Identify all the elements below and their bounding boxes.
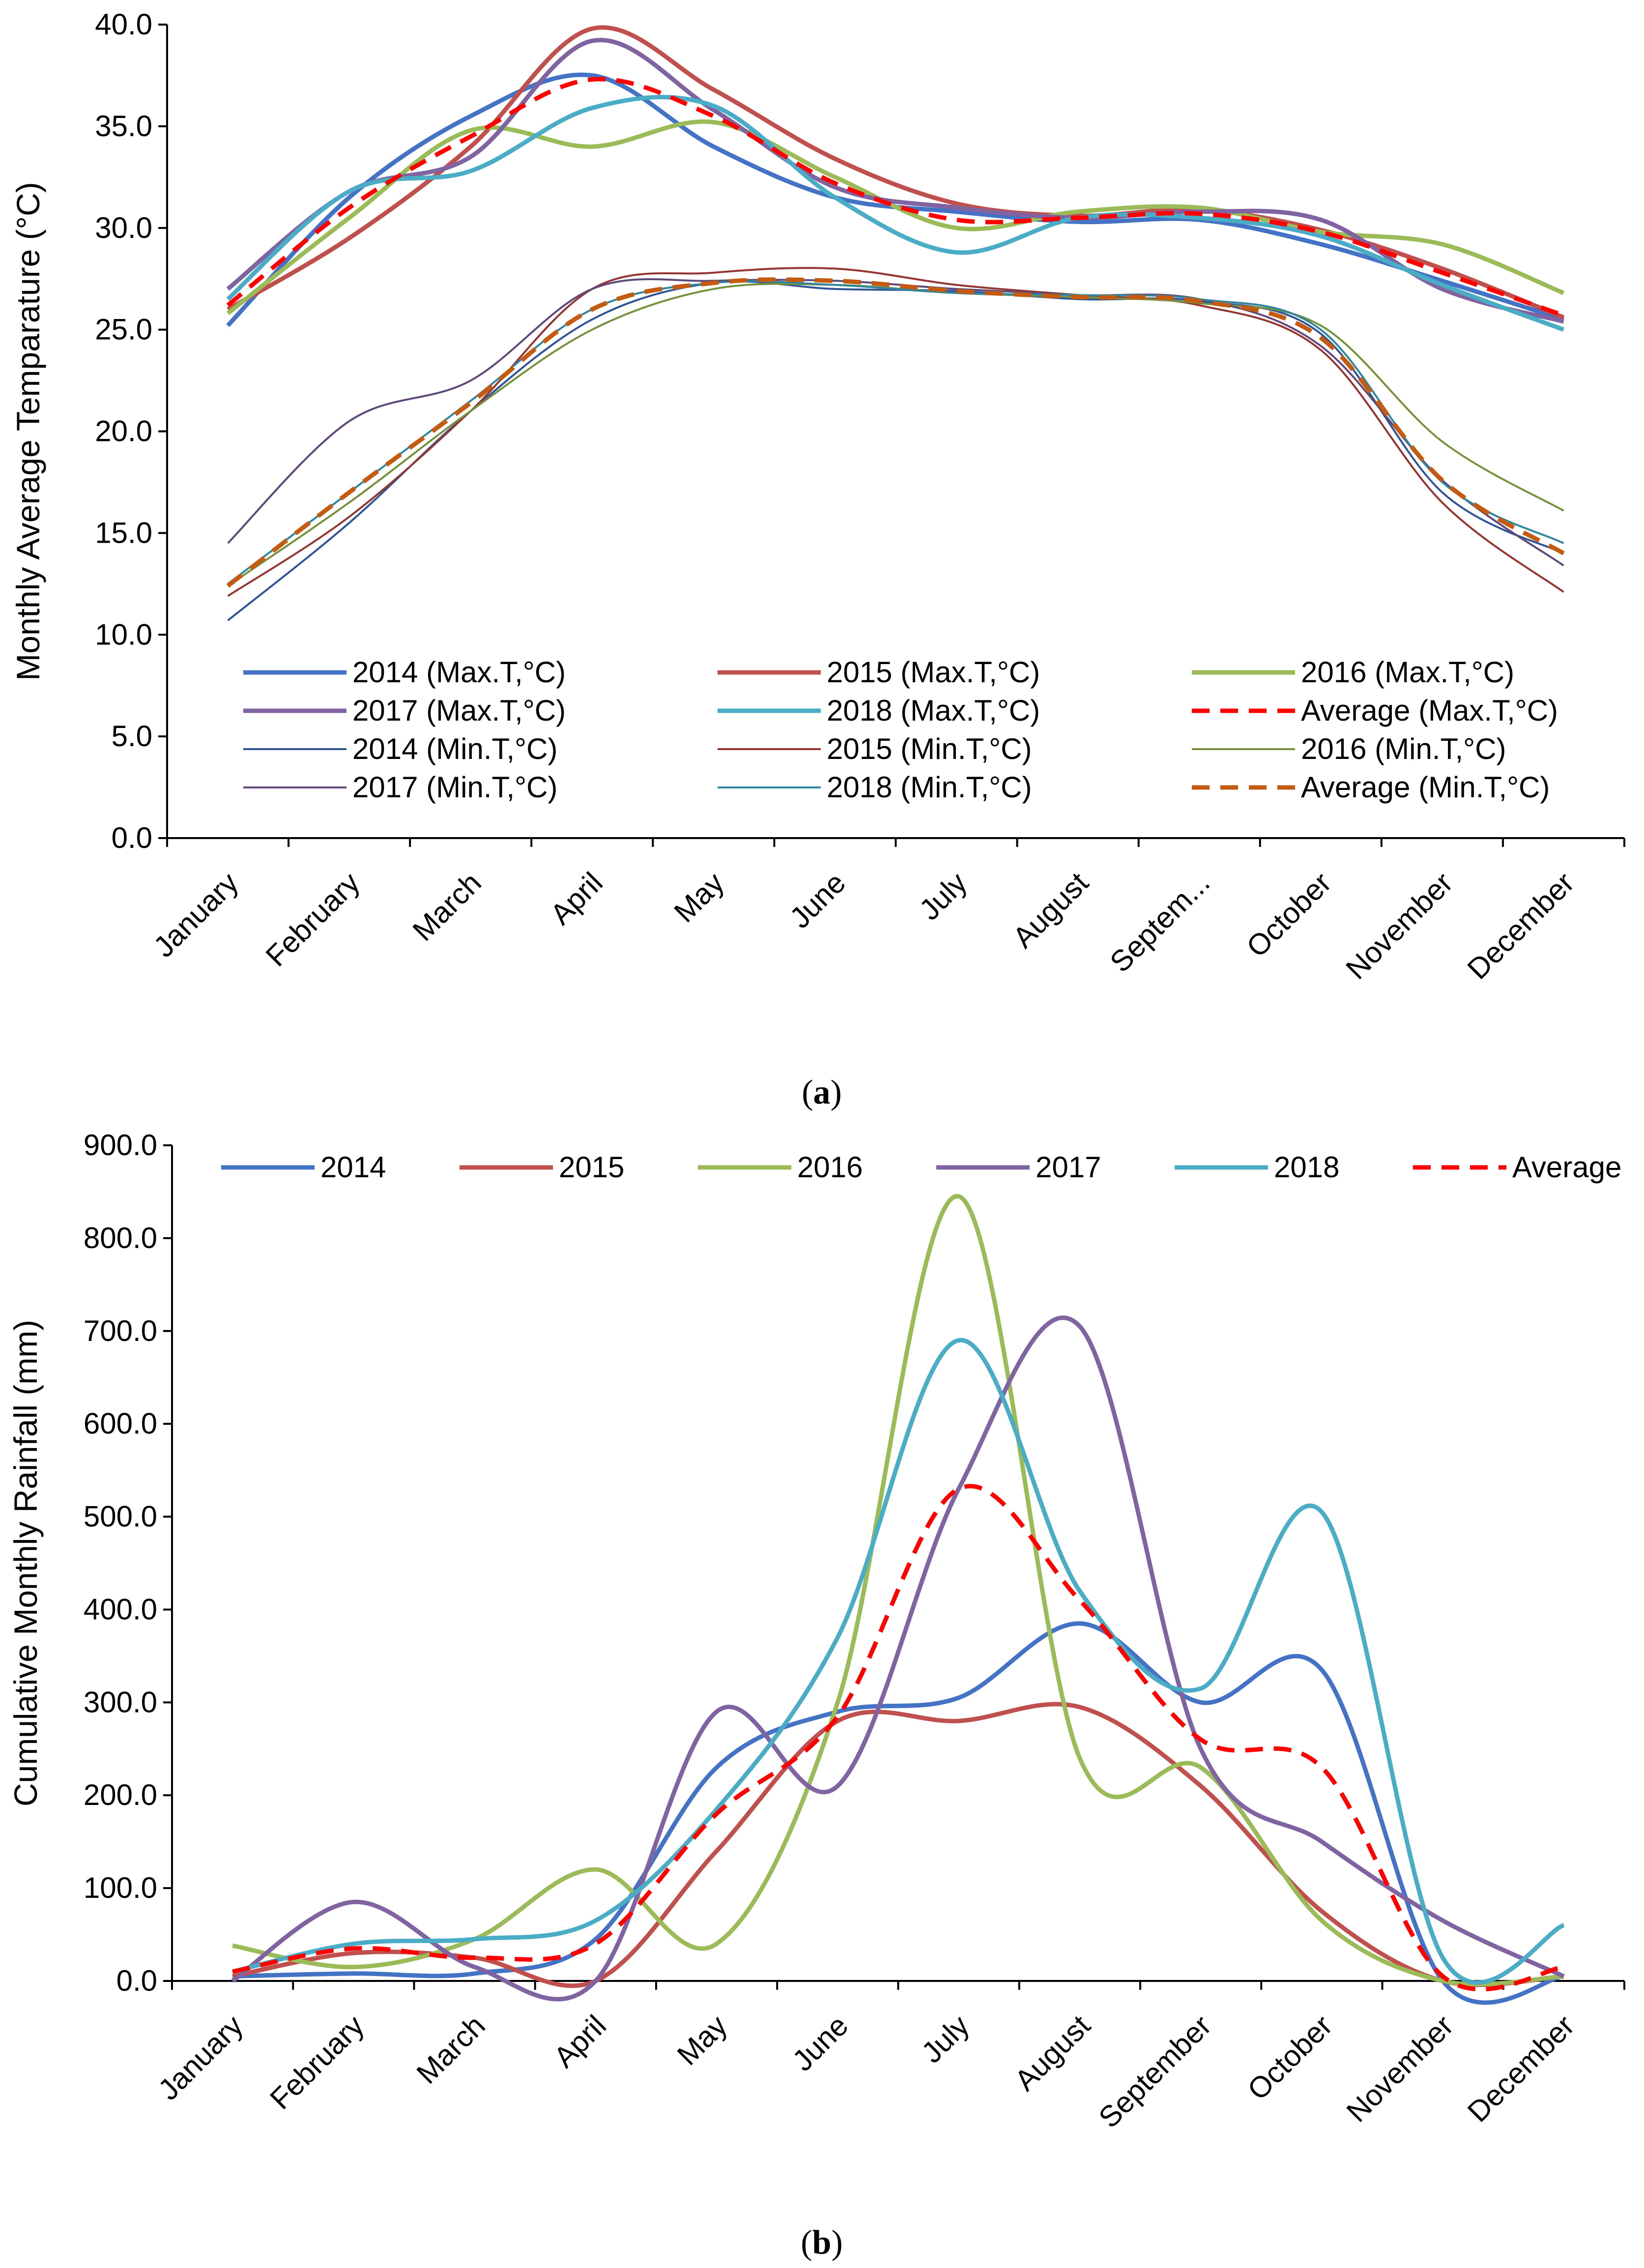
x-tick-label: April	[544, 866, 609, 931]
legend-label: Average (Max.T,°C)	[1301, 694, 1558, 727]
chart-rainfall: 0.0 100.0 200.0 300.0 400.0 500.0 600.0 700.0 80…	[7, 1129, 1625, 2134]
x-tick-label: Septem...	[1103, 866, 1216, 979]
series-line-2	[232, 1194, 1564, 1987]
x-tick-label: March	[406, 866, 488, 947]
y-tick-label: 400.0	[84, 1593, 157, 1626]
legend-label: Average (Min.T,°C)	[1301, 771, 1550, 804]
x-tick-label: January	[147, 866, 244, 963]
y-tick-label: 100.0	[84, 1871, 157, 1904]
x-tick-label: December	[1461, 866, 1581, 986]
series-line-11	[226, 277, 1565, 588]
y-tick-label: 800.0	[84, 1221, 157, 1254]
y-axis-title: Cumulative Monthly Rainfall (mm)	[7, 1320, 44, 1806]
y-tick-label: 15.0	[95, 516, 152, 549]
x-tick-label: November	[1340, 2009, 1460, 2128]
legend-label: 2016 (Min.T,°C)	[1301, 732, 1506, 765]
legend-label: 2016	[797, 1151, 863, 1184]
legend-label: 2014 (Max.T,°C)	[352, 656, 566, 689]
y-tick-label: 500.0	[84, 1500, 157, 1533]
legend-label: 2015	[559, 1151, 624, 1184]
legend-label: 2016 (Max.T,°C)	[1301, 656, 1514, 689]
x-tick-label: October	[1240, 866, 1337, 963]
series-line-3	[226, 38, 1564, 324]
legend-label: 2018 (Max.T,°C)	[827, 694, 1040, 727]
caption-b: (b)	[801, 2224, 843, 2262]
x-tick-label: July	[915, 2009, 976, 2069]
x-tick-label: August	[1007, 866, 1095, 955]
series-line-4	[232, 1338, 1565, 1985]
y-tick-label: 10.0	[95, 618, 152, 651]
x-tick-label: January	[152, 2009, 249, 2106]
x-tick-label: December	[1461, 2009, 1581, 2128]
x-tick-label: November	[1339, 866, 1459, 986]
legend-label: 2017 (Min.T,°C)	[352, 771, 557, 804]
series-line-5	[226, 77, 1564, 318]
series-line-0	[226, 72, 1564, 327]
series-line-0	[232, 1621, 1564, 2005]
series-line-10	[227, 280, 1564, 585]
y-tick-label: 700.0	[84, 1314, 157, 1347]
y-tick-label: 30.0	[95, 211, 152, 244]
legend-label: 2017	[1036, 1151, 1101, 1184]
x-tick-label: May	[668, 866, 731, 929]
chart-temperature: 0.0 5.0 10.0 15.0 20.0 25.0 30.0 35.0 40.0 Januar…	[10, 8, 1625, 986]
legend-label: 2018	[1274, 1151, 1339, 1184]
y-tick-label: 20.0	[95, 415, 152, 448]
x-tick-label: February	[263, 2009, 370, 2116]
y-tick-label: 40.0	[95, 8, 152, 41]
y-axis-title: Monthly Average Temparature (°C)	[10, 182, 46, 680]
y-tick-label: 900.0	[84, 1129, 157, 1162]
x-tick-label: February	[260, 866, 366, 973]
x-tick-label: October	[1241, 2009, 1338, 2106]
legend-label: Average	[1512, 1151, 1621, 1184]
x-tick-label: March	[410, 2009, 491, 2090]
series-line-4	[226, 94, 1565, 332]
x-tick-label: September	[1092, 2009, 1217, 2134]
y-tick-label: 600.0	[84, 1407, 157, 1440]
series-line-7	[227, 267, 1564, 597]
x-tick-label: August	[1009, 2009, 1097, 2097]
series-line-5	[232, 1483, 1564, 1992]
x-tick-label: July	[913, 866, 973, 927]
y-tick-label: 25.0	[95, 313, 152, 346]
legend-label: 2015 (Min.T,°C)	[827, 732, 1032, 765]
caption-a: (a)	[802, 1074, 842, 1111]
y-tick-label: 0.0	[116, 1964, 157, 1997]
legend-label: 2018 (Min.T,°C)	[827, 771, 1032, 804]
x-tick-label: June	[783, 866, 852, 934]
y-tick-label: 5.0	[112, 720, 152, 753]
legend-label: 2014 (Min.T,°C)	[352, 732, 557, 765]
series-line-8	[227, 283, 1564, 587]
x-tick-label: May	[671, 2009, 734, 2072]
x-tick-label: June	[786, 2009, 854, 2077]
y-tick-label: 35.0	[95, 110, 152, 143]
x-tick-label: April	[548, 2009, 612, 2074]
series-line-9	[227, 278, 1564, 567]
legend-label: 2017 (Max.T,°C)	[352, 694, 566, 727]
y-tick-label: 0.0	[112, 821, 152, 854]
series-line-3	[231, 1315, 1565, 2002]
y-tick-label: 200.0	[84, 1778, 157, 1811]
legend-label: 2014	[320, 1151, 386, 1184]
legend-label: 2015 (Max.T,°C)	[827, 656, 1040, 689]
y-tick-label: 300.0	[84, 1686, 157, 1718]
